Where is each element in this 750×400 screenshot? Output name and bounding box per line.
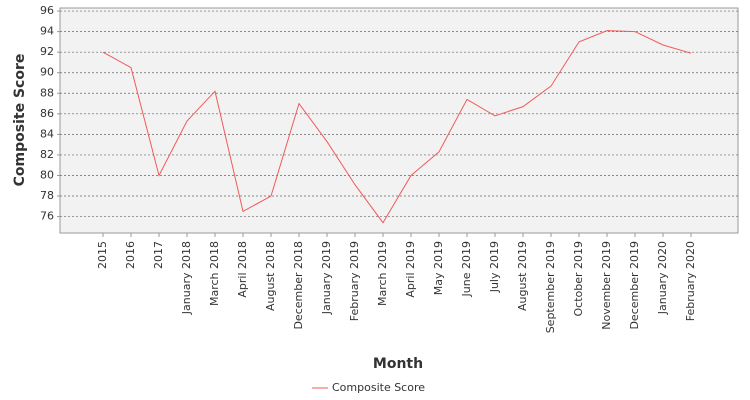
x-tick-label: May 2019 — [432, 241, 445, 295]
line — [102, 30, 692, 224]
y-tick-label: 96 — [40, 4, 54, 17]
y-tick-label: 86 — [40, 107, 54, 120]
x-tick-label: April 2019 — [404, 241, 417, 298]
x-tick-label: November 2019 — [600, 241, 613, 330]
x-tick-label: June 2019 — [460, 241, 473, 297]
y-tick-label: 88 — [40, 86, 54, 99]
x-tick-label: January 2018 — [180, 241, 193, 315]
x-tick-label: September 2019 — [544, 241, 557, 333]
x-tick-label: December 2018 — [292, 241, 305, 330]
x-tick-label: August 2018 — [264, 241, 277, 311]
x-tick-label: March 2018 — [208, 241, 221, 306]
x-tick-label: February 2020 — [684, 241, 697, 321]
x-tick-label: January 2020 — [656, 241, 669, 315]
x-tick-label: December 2019 — [628, 241, 641, 330]
y-tick-label: 84 — [40, 127, 54, 140]
x-axis-title: Month — [373, 356, 423, 372]
x-tick-label: April 2018 — [236, 241, 249, 298]
y-tick-label: 90 — [40, 66, 54, 79]
x-tick-label: 2016 — [124, 241, 137, 269]
x-tick-label: January 2019 — [320, 241, 333, 315]
x-tick-label: 2015 — [96, 241, 109, 269]
y-tick-label: 76 — [40, 210, 54, 223]
x-tick-label: February 2019 — [348, 241, 361, 321]
y-axis-title: Composite Score — [12, 54, 28, 187]
y-tick-label: 78 — [40, 189, 54, 202]
x-tick-label: October 2019 — [572, 241, 585, 317]
x-tick-label: July 2019 — [488, 241, 501, 293]
x-tick-label: March 2019 — [376, 241, 389, 306]
y-tick-label: 82 — [40, 148, 54, 161]
x-tick-label: August 2019 — [516, 241, 529, 311]
x-tick-label: 2017 — [152, 241, 165, 269]
plot-area — [59, 7, 739, 234]
y-tick-label: 92 — [40, 45, 54, 58]
y-tick-label: 80 — [40, 168, 54, 181]
legend-label: Composite Score — [332, 381, 425, 394]
y-tick-label: 94 — [40, 25, 54, 38]
